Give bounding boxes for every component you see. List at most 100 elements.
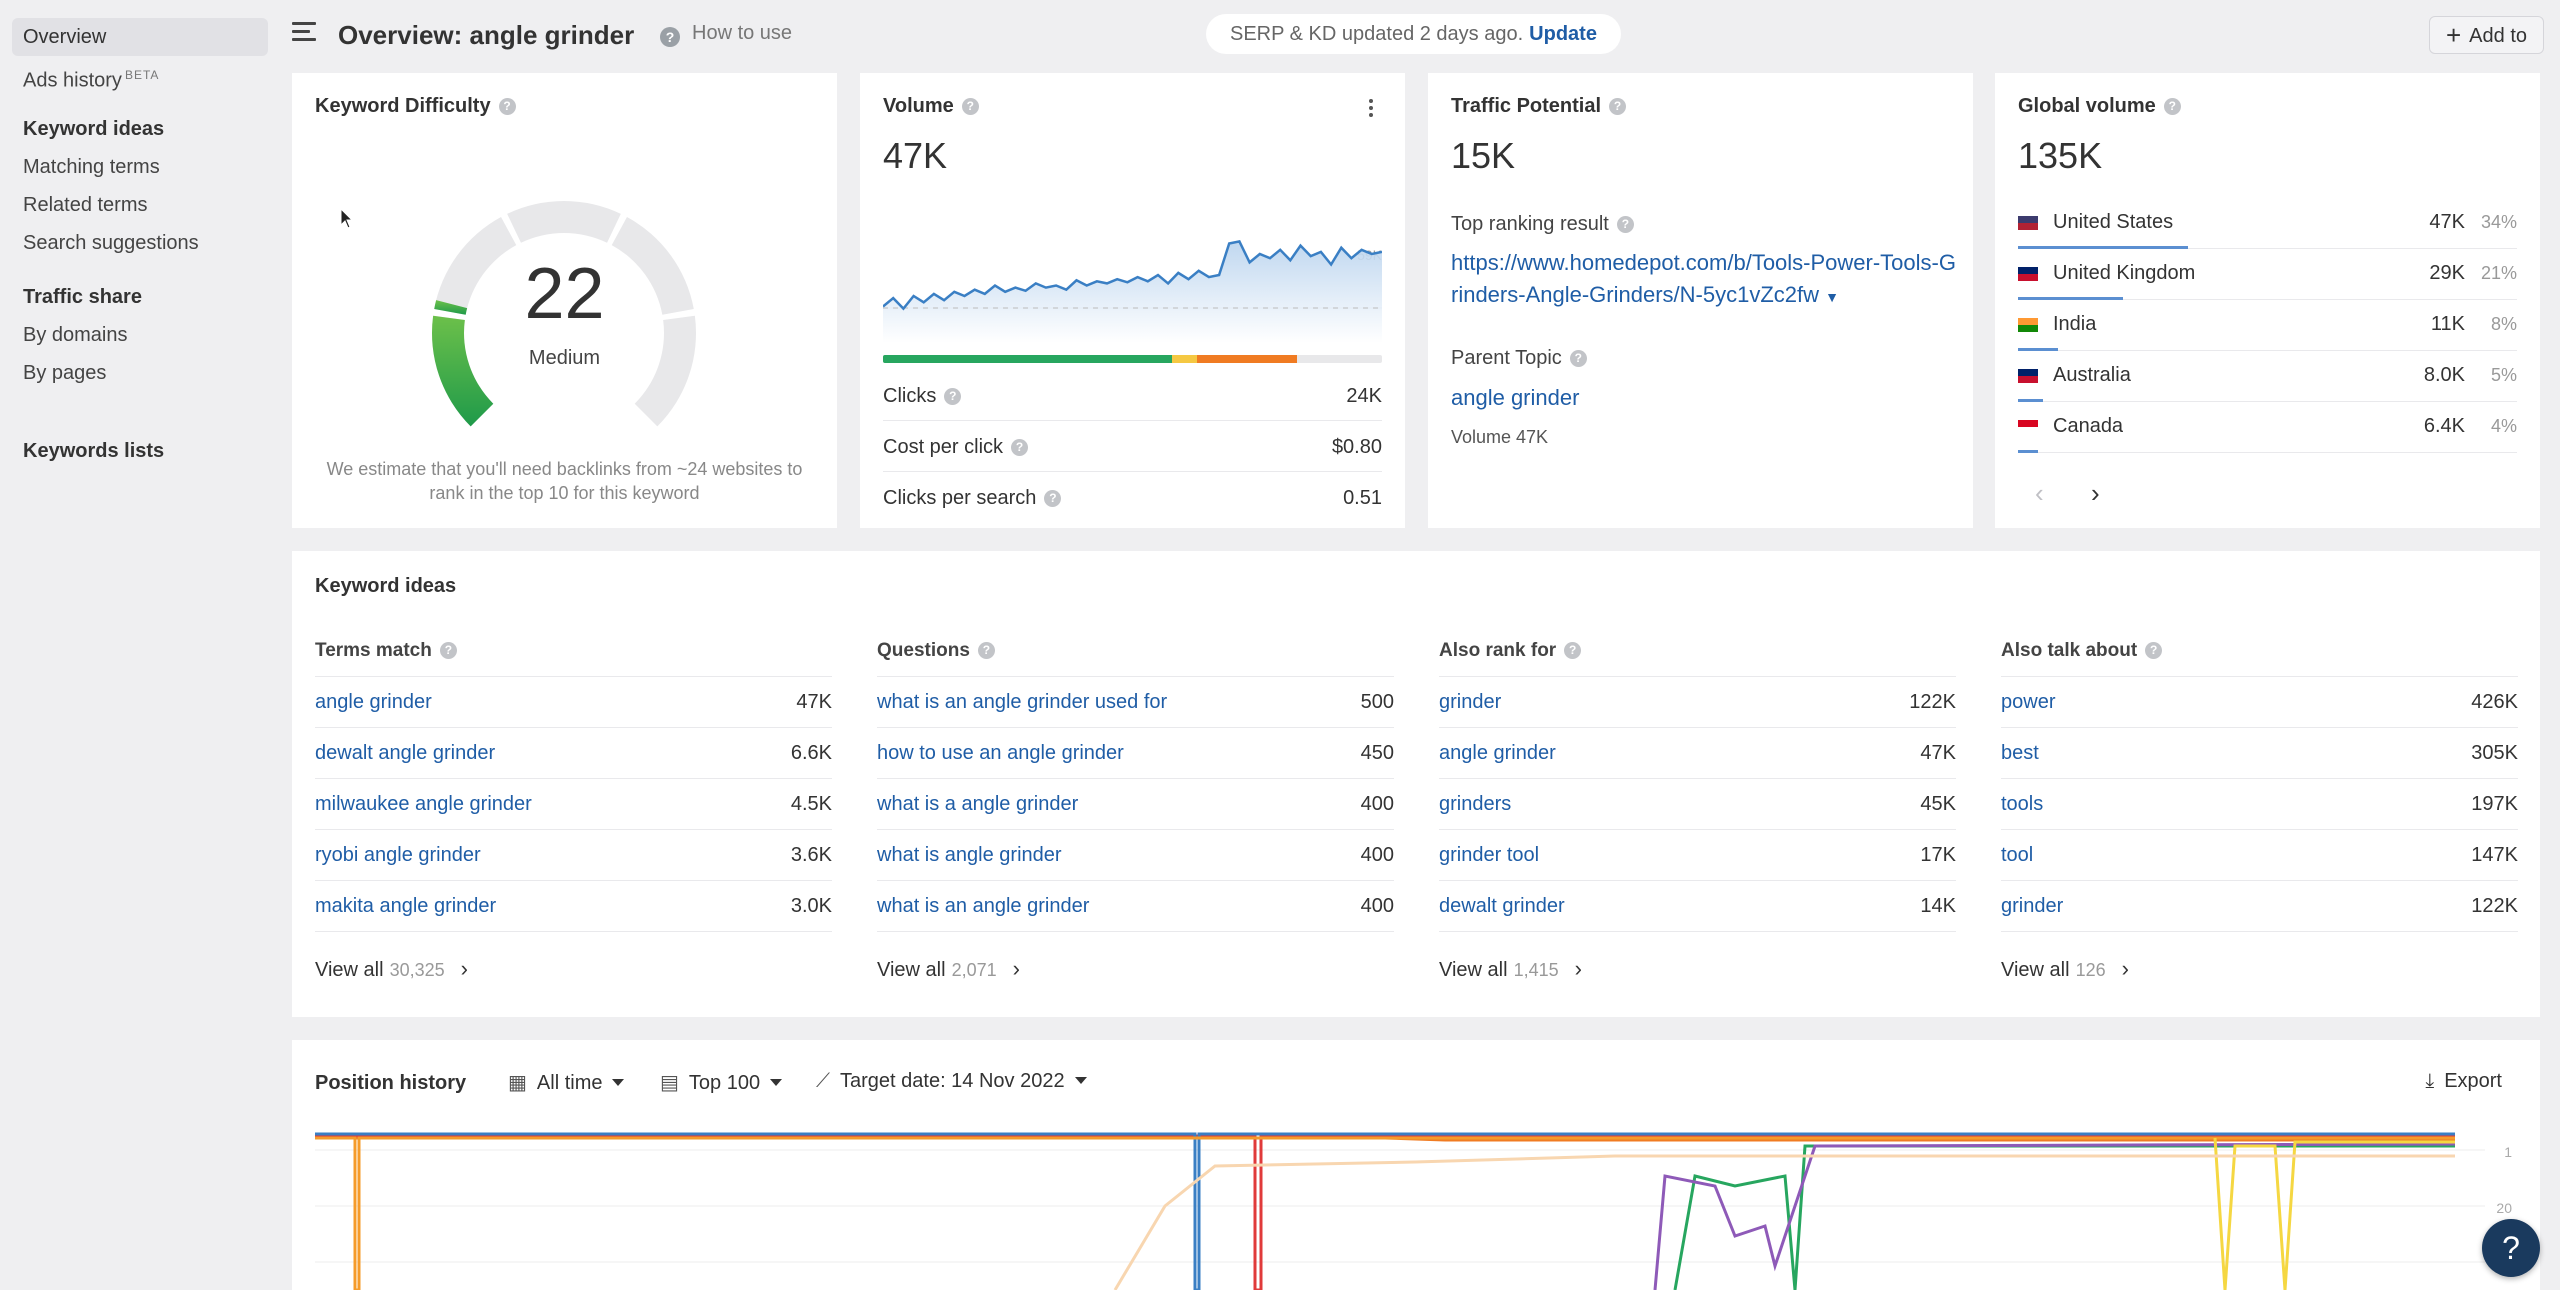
help-icon[interactable]: ? — [439, 642, 457, 660]
hamburger-menu-icon[interactable] — [292, 22, 316, 46]
country-share-bar — [2018, 348, 2058, 351]
top-ranking-label: Top ranking result? — [1451, 213, 1634, 236]
kd-description: We estimate that you'll need backlinks f… — [326, 459, 803, 503]
country-row[interactable]: Canada 6.4K 4% — [2018, 402, 2517, 453]
help-icon[interactable]: ? — [498, 98, 516, 116]
help-icon[interactable]: ? — [1609, 98, 1627, 116]
keyword-row: what is an angle grinder 400 — [877, 881, 1394, 932]
ads-history-label: Ads history — [23, 69, 122, 92]
view-all-link[interactable]: View all 30,325 › — [315, 932, 832, 1002]
country-name: Canada — [2053, 415, 2124, 437]
keyword-ideas-title: Keyword ideas — [315, 575, 457, 597]
keyword-link[interactable]: tools — [2001, 793, 2044, 815]
volume-trend-area — [883, 241, 1382, 343]
country-row[interactable]: Australia 8.0K 5% — [2018, 351, 2517, 402]
top-bar: Overview: angle grinder ? How to use SERP… — [280, 0, 2560, 70]
column-header: Terms match? — [315, 625, 832, 677]
keyword-link[interactable]: power — [2001, 691, 2056, 713]
keyword-ideas-column: Questions? what is an angle grinder used … — [877, 625, 1394, 1002]
sidebar-item-by-pages[interactable]: By pages — [23, 362, 107, 384]
target-date-dropdown[interactable]: ⟋ Target date: 14 Nov 2022 — [816, 1070, 1087, 1093]
top-ranking-url[interactable]: https://www.homedepot.com/b/Tools-Power-… — [1451, 250, 1956, 307]
help-icon[interactable]: ? — [2163, 98, 2181, 116]
serp-notice-text: SERP & KD updated 2 days ago. — [1230, 23, 1524, 45]
help-icon[interactable]: ? — [1044, 490, 1062, 508]
country-row[interactable]: United Kingdom 29K 21% — [2018, 249, 2517, 300]
help-chat-button[interactable]: ? — [2482, 1219, 2540, 1277]
keyword-link[interactable]: what is a angle grinder — [877, 793, 1079, 815]
help-icon[interactable]: ? — [977, 642, 995, 660]
keyword-link[interactable]: best — [2001, 742, 2039, 764]
keyword-ideas-card: Keyword ideas Terms match? angle grinder 4… — [292, 551, 2540, 1017]
keyword-link[interactable]: dewalt grinder — [1439, 895, 1565, 917]
keyword-link[interactable]: angle grinder — [315, 691, 432, 713]
flag-au-icon — [2018, 369, 2038, 383]
next-page-icon[interactable]: › — [2091, 478, 2100, 508]
sidebar-item-ads-history[interactable]: Ads history BETA — [12, 56, 268, 94]
update-link[interactable]: Update — [1529, 23, 1597, 45]
keyword-ideas-column: Also talk about? power 426K best 305K tools 19… — [2001, 625, 2518, 1002]
parent-topic-link[interactable]: angle grinder — [1451, 385, 1580, 410]
help-icon[interactable]: ? — [1011, 439, 1029, 457]
help-icon[interactable]: ? — [961, 98, 979, 116]
sidebar-item-related-terms[interactable]: Related terms — [23, 194, 148, 216]
country-volume: 29K — [2429, 262, 2465, 284]
sidebar-item-matching-terms[interactable]: Matching terms — [23, 156, 160, 178]
sidebar-item-by-domains[interactable]: By domains — [23, 324, 128, 346]
previous-page-icon[interactable]: ‹ — [2035, 478, 2044, 508]
country-row[interactable]: United States 47K 34% — [2018, 198, 2517, 249]
chevron-right-icon: › — [1574, 956, 1582, 981]
keyword-row: how to use an angle grinder 450 — [877, 728, 1394, 779]
help-icon[interactable]: ? — [1569, 350, 1587, 368]
keyword-link[interactable]: tool — [2001, 844, 2034, 866]
keyword-link[interactable]: what is an angle grinder used for — [877, 691, 1168, 713]
help-icon: ? — [660, 27, 680, 47]
keyword-link[interactable]: milwaukee angle grinder — [315, 793, 532, 815]
sidebar-item-keywords-lists[interactable]: Keywords lists — [23, 440, 165, 462]
how-to-use-link[interactable]: ? How to use — [660, 22, 792, 47]
chevron-right-icon: › — [1012, 956, 1020, 981]
dropdown-caret-icon[interactable]: ▼ — [1825, 289, 1839, 305]
help-icon[interactable]: ? — [944, 388, 962, 406]
add-to-button[interactable]: + Add to — [2428, 16, 2544, 54]
country-name: India — [2053, 313, 2097, 335]
kd-gauge-segment — [611, 216, 694, 315]
keyword-link[interactable]: ryobi angle grinder — [315, 844, 481, 866]
keyword-link[interactable]: grinders — [1439, 793, 1512, 815]
keyword-row: ryobi angle grinder 3.6K — [315, 830, 832, 881]
column-header: Also talk about? — [2001, 625, 2518, 677]
keyword-link[interactable]: how to use an angle grinder — [877, 742, 1124, 764]
keyword-link[interactable]: angle grinder — [1439, 742, 1556, 764]
keyword-row: best 305K — [2001, 728, 2518, 779]
keyword-link[interactable]: what is an angle grinder — [877, 895, 1090, 917]
page-title: Overview: angle grinder — [338, 20, 635, 50]
volume-value: 47K — [883, 135, 948, 176]
paid-clicks-segment — [1197, 355, 1298, 363]
more-options-icon[interactable] — [1369, 99, 1375, 120]
keyword-volume: 17K — [1920, 844, 1956, 866]
keyword-row: dewalt angle grinder 6.6K — [315, 728, 832, 779]
sidebar-item-overview[interactable]: Overview — [12, 18, 268, 56]
export-button[interactable]: ⤓ Export — [2425, 1070, 2502, 1092]
view-all-label: View all — [877, 959, 946, 981]
sidebar-item-search-suggestions[interactable]: Search suggestions — [23, 232, 199, 254]
view-all-link[interactable]: View all 1,415 › — [1439, 932, 1956, 1002]
chevron-right-icon: › — [460, 956, 468, 981]
view-all-link[interactable]: View all 126 › — [2001, 932, 2518, 1002]
keyword-link[interactable]: what is angle grinder — [877, 844, 1062, 866]
keyword-link[interactable]: grinder — [1439, 691, 1502, 713]
help-icon[interactable]: ? — [1616, 216, 1634, 234]
keyword-link[interactable]: makita angle grinder — [315, 895, 497, 917]
help-icon[interactable]: ? — [1564, 642, 1582, 660]
view-all-link[interactable]: View all 2,071 › — [877, 932, 1394, 1002]
country-row[interactable]: India 11K 8% — [2018, 300, 2517, 351]
country-percent: 8% — [2490, 314, 2517, 334]
time-range-dropdown[interactable]: ▦ All time — [508, 1070, 625, 1095]
view-all-count: 126 — [2075, 960, 2106, 980]
keyword-link[interactable]: grinder — [2001, 895, 2064, 917]
keyword-link[interactable]: grinder tool — [1439, 844, 1540, 866]
keyword-link[interactable]: dewalt angle grinder — [315, 742, 496, 764]
column-header-label: Also rank for — [1439, 640, 1557, 661]
top-positions-dropdown[interactable]: ▤ Top 100 — [660, 1070, 783, 1095]
help-icon[interactable]: ? — [2145, 642, 2163, 660]
